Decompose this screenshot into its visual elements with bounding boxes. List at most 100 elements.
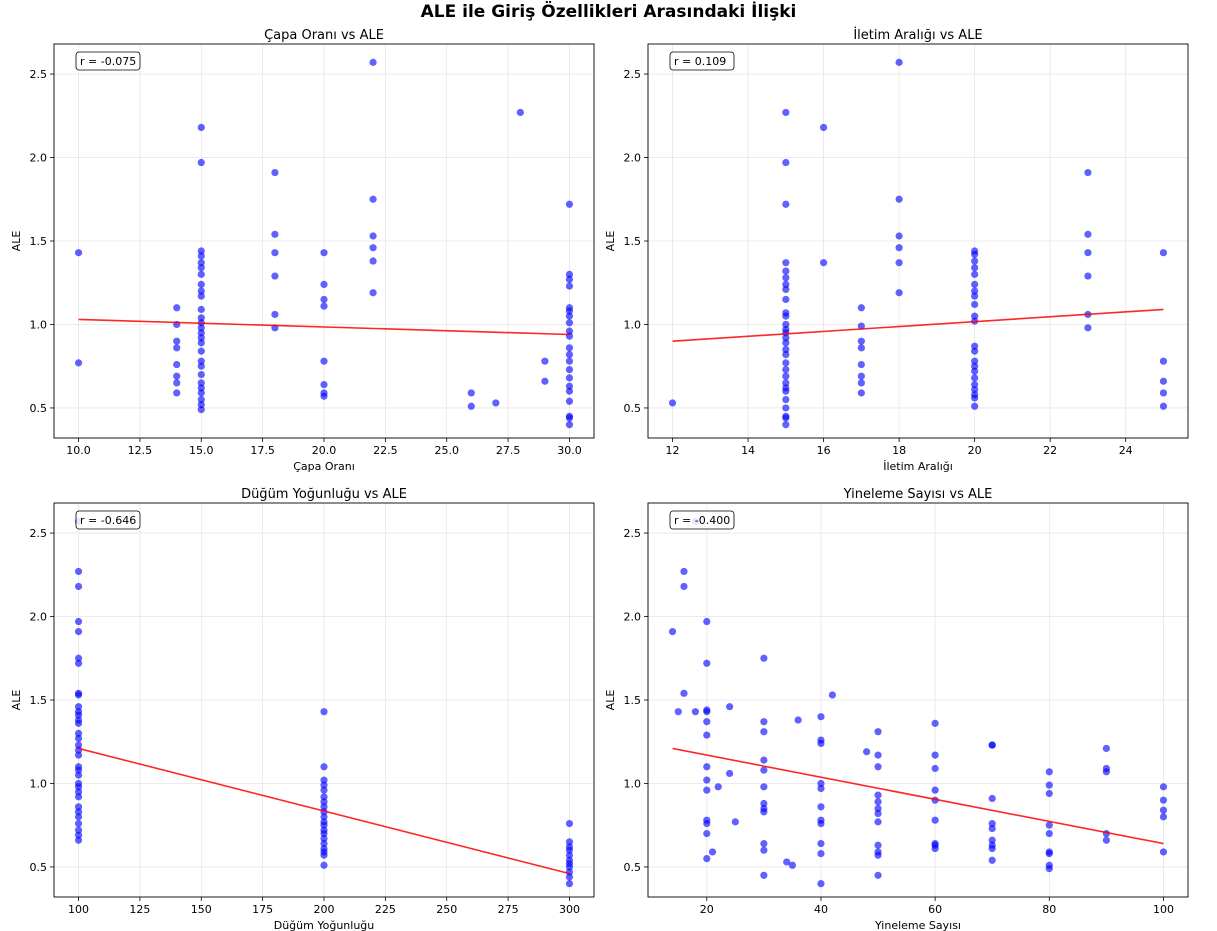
data-point xyxy=(565,421,574,429)
x-tick-label: 30.0 xyxy=(557,444,582,457)
data-point xyxy=(782,345,790,354)
data-point xyxy=(74,803,83,811)
y-tick-label: 1.0 xyxy=(624,777,642,790)
x-tick-label: 300 xyxy=(559,903,580,916)
data-point xyxy=(1159,357,1168,365)
x-tick-label: 60 xyxy=(928,903,942,916)
data-point xyxy=(931,764,939,773)
data-point xyxy=(971,374,979,382)
data-point xyxy=(971,347,979,355)
y-tick-label: 1.5 xyxy=(624,235,642,248)
data-point xyxy=(703,819,711,828)
data-point xyxy=(74,582,83,591)
data-point xyxy=(782,320,790,329)
data-point xyxy=(703,617,711,626)
data-point xyxy=(819,259,828,267)
data-point xyxy=(760,871,768,879)
subplot-yineleme-sayisi: 20 40 60 80 100 0.5 1.0 1.5 2.0 2.5 Yineleme Sayıs… xyxy=(604,487,1189,931)
y-tick-label: 2.5 xyxy=(30,68,48,81)
data-point xyxy=(931,844,939,853)
data-point xyxy=(271,168,279,177)
data-point xyxy=(971,264,979,272)
data-point xyxy=(565,851,574,859)
data-point xyxy=(971,292,979,300)
x-tick-label: 250 xyxy=(436,903,457,916)
data-point xyxy=(74,751,83,759)
data-point xyxy=(320,834,328,843)
correlation-box xyxy=(669,510,735,530)
data-point xyxy=(782,365,790,374)
data-point xyxy=(668,627,677,636)
data-point xyxy=(1159,783,1168,791)
data-point xyxy=(760,846,768,854)
x-tick-label: 175 xyxy=(252,903,273,916)
data-point xyxy=(931,816,939,824)
x-tick-label: 25.0 xyxy=(434,444,459,457)
data-point xyxy=(565,357,574,365)
y-axis-label: ALE xyxy=(604,690,617,711)
x-tick-label: 16 xyxy=(817,444,831,457)
data-point xyxy=(817,739,825,748)
data-point xyxy=(1084,272,1092,280)
data-point xyxy=(1159,389,1168,397)
y-axis-label: ALE xyxy=(10,690,23,711)
x-axis-label: Yineleme Sayısı xyxy=(874,919,961,931)
data-point xyxy=(1159,806,1168,814)
data-point xyxy=(74,359,83,367)
data-point xyxy=(197,280,205,289)
data-point xyxy=(197,384,205,392)
data-point xyxy=(197,357,205,365)
data-point xyxy=(1159,796,1168,804)
data-point xyxy=(74,771,83,779)
y-tick-label: 2.0 xyxy=(30,152,48,165)
data-point xyxy=(760,808,768,816)
data-point xyxy=(369,289,377,297)
subplot-title: Düğüm Yoğunluğu vs ALE xyxy=(241,487,407,502)
data-point xyxy=(74,819,83,828)
data-point xyxy=(197,347,205,355)
y-axis-label: ALE xyxy=(604,231,617,252)
data-point xyxy=(971,362,979,370)
data-point xyxy=(197,264,205,272)
data-point xyxy=(565,382,574,390)
data-point xyxy=(680,567,688,576)
data-point xyxy=(565,282,574,290)
data-point xyxy=(680,582,688,591)
data-point xyxy=(74,659,83,667)
data-point xyxy=(320,839,328,848)
data-point xyxy=(857,372,865,380)
data-point xyxy=(565,365,574,374)
data-point xyxy=(988,741,996,749)
y-tick-label: 2.0 xyxy=(624,611,642,624)
data-point xyxy=(874,818,882,826)
data-point xyxy=(971,385,979,394)
data-point xyxy=(197,406,205,414)
correlation-label: r = 0.109 xyxy=(674,55,726,68)
data-point xyxy=(1159,848,1168,856)
x-tick-label: 150 xyxy=(191,903,212,916)
data-point xyxy=(828,691,836,699)
data-point xyxy=(271,230,279,238)
data-point xyxy=(320,302,328,310)
data-point xyxy=(197,252,205,260)
data-point xyxy=(197,324,205,332)
correlation-box xyxy=(75,510,141,530)
data-point xyxy=(988,856,996,864)
data-point xyxy=(817,880,825,888)
data-point xyxy=(1084,168,1092,177)
data-point xyxy=(320,851,328,859)
data-point xyxy=(320,776,328,784)
data-point xyxy=(782,404,790,412)
data-point xyxy=(197,123,205,132)
data-point xyxy=(895,58,903,66)
correlation-box xyxy=(669,51,735,71)
data-point xyxy=(173,344,181,352)
data-point xyxy=(197,334,205,342)
trend-line xyxy=(672,747,1164,845)
data-point xyxy=(857,304,865,312)
data-point xyxy=(197,314,205,322)
data-point xyxy=(1102,768,1110,776)
data-point xyxy=(320,380,328,389)
data-point xyxy=(988,794,996,803)
y-tick-label: 0.5 xyxy=(624,861,642,874)
